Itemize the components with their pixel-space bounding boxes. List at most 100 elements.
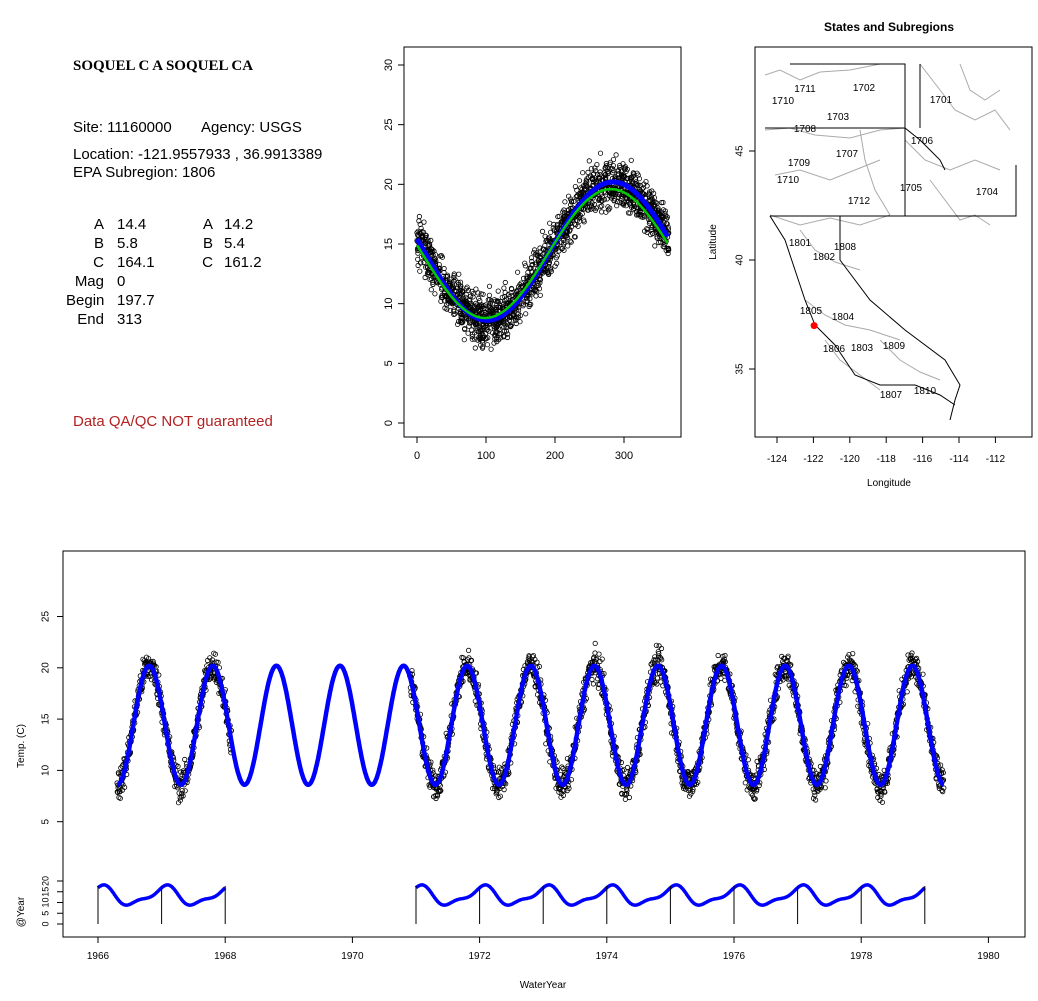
data-point (451, 273, 457, 279)
data-point (614, 199, 621, 205)
data-point (619, 200, 625, 207)
tick-label: 20 (383, 178, 395, 190)
data-point (482, 330, 489, 336)
data-point (505, 331, 511, 337)
data-point (539, 228, 546, 234)
data-point (658, 645, 665, 652)
subregion-boundary (859, 129, 891, 216)
subregion-boundary (804, 299, 901, 341)
param-name: C (93, 254, 104, 271)
data-point (536, 663, 543, 670)
map-ylabel: Latitude (708, 224, 719, 260)
data-point (823, 778, 829, 784)
data-point (608, 166, 614, 172)
data-point (603, 209, 609, 215)
data-point (502, 279, 508, 286)
data-point (478, 342, 484, 348)
data-point (477, 298, 483, 304)
data-point (812, 797, 819, 803)
data-point (614, 203, 620, 209)
data-point (437, 788, 443, 795)
data-point (599, 656, 605, 662)
tick-label: -122 (803, 454, 823, 465)
data-point (473, 286, 479, 292)
data-point (589, 200, 595, 206)
data-point (495, 288, 501, 294)
data-point (456, 271, 462, 277)
data-point (430, 252, 436, 258)
data-point (721, 656, 727, 662)
tick-label: 1980 (977, 951, 1000, 962)
data-point (497, 298, 504, 305)
data-point (639, 186, 645, 192)
subregion-boundary (959, 63, 1001, 101)
data-point (457, 294, 463, 300)
tick-label: 0 (414, 450, 420, 462)
data-point (618, 193, 624, 199)
data-point (660, 243, 666, 249)
data-point (179, 787, 185, 794)
data-point (451, 307, 457, 313)
region-label: 1709 (788, 158, 811, 169)
data-point (566, 785, 572, 792)
data-point (416, 213, 422, 220)
state-boundary (914, 384, 956, 406)
data-point (596, 651, 602, 657)
tick-label: 1978 (850, 951, 873, 962)
data-point (785, 653, 791, 659)
region-label: 1803 (851, 343, 874, 354)
data-point (622, 164, 628, 170)
data-point (589, 183, 595, 189)
region-label: 1804 (832, 312, 855, 323)
tick-label: 10 (40, 897, 50, 907)
data-point (941, 785, 947, 791)
data-point (623, 196, 630, 202)
data-point (605, 204, 611, 210)
data-point (515, 311, 522, 317)
data-point (457, 279, 464, 285)
data-point (567, 196, 574, 202)
data-point (438, 787, 444, 794)
data-point (812, 792, 818, 798)
tick-label: 1966 (87, 951, 110, 962)
data-point (542, 233, 548, 239)
subregion-boundary (769, 214, 891, 226)
data-point (509, 286, 515, 292)
data-point (722, 652, 728, 659)
data-point (532, 251, 539, 257)
data-point (593, 656, 599, 662)
data-point (495, 769, 502, 775)
data-point (432, 291, 438, 297)
data-point (568, 239, 574, 245)
data-point (615, 168, 621, 174)
data-point (920, 671, 926, 677)
data-point (640, 191, 646, 197)
data-point (754, 786, 760, 793)
data-point (552, 263, 558, 269)
data-point (429, 249, 435, 255)
plot-frame (403, 46, 682, 438)
data-point (148, 677, 155, 683)
data-point (595, 175, 602, 181)
data-point (939, 767, 945, 773)
data-point (466, 320, 473, 326)
scatter-points (414, 150, 672, 352)
state-boundary (839, 216, 961, 421)
data-point (610, 157, 617, 163)
data-point (462, 325, 468, 332)
data-point (665, 224, 671, 230)
data-point (547, 220, 553, 226)
data-point (646, 189, 653, 195)
data-point (595, 685, 602, 691)
data-point (905, 652, 911, 658)
data-point (469, 288, 475, 294)
data-point (478, 310, 484, 316)
data-point (428, 287, 434, 293)
data-point (212, 651, 218, 657)
data-point (937, 762, 944, 768)
region-label: 1702 (853, 83, 876, 94)
data-point (574, 193, 580, 199)
data-point (475, 290, 481, 296)
data-point (562, 199, 568, 205)
data-point (476, 334, 482, 340)
